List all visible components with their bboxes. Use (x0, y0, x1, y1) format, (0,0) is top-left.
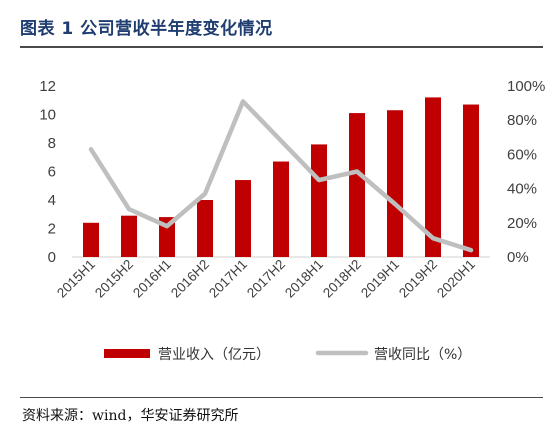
x-tick-label: 2019H2 (396, 257, 440, 301)
x-tick-label: 2020H1 (434, 257, 478, 301)
revenue-chart: 0 2 4 6 8 10 12 0% 20% 40% 60% 80% 100% 2015H12015H… (39, 78, 545, 363)
revenue-bar (349, 113, 365, 257)
x-tick-label: 2017H1 (206, 257, 250, 301)
right-tick-label: 60% (507, 146, 537, 163)
right-axis-ticks: 0% 20% 40% 60% 80% 100% (507, 78, 545, 266)
x-tick-label: 2015H1 (54, 257, 98, 301)
footer-divider (20, 397, 543, 398)
revenue-bar (273, 161, 289, 257)
x-tick-label: 2016H1 (130, 257, 174, 301)
source-note: 资料来源：wind，华安证券研究所 (22, 408, 239, 424)
x-tick-label: 2019H1 (358, 257, 402, 301)
right-tick-label: 40% (507, 181, 537, 198)
revenue-bar (121, 215, 137, 257)
x-tick-label: 2018H1 (282, 257, 326, 301)
revenue-bar (83, 222, 99, 257)
left-tick-label: 10 (39, 107, 56, 124)
left-tick-label: 8 (48, 135, 56, 152)
revenue-bar (463, 104, 479, 258)
legend: 营业收入（亿元） 营收同比（%） (104, 347, 471, 363)
left-tick-label: 0 (48, 249, 56, 266)
left-tick-label: 6 (48, 164, 56, 181)
legend-swatch-revenue (104, 349, 150, 358)
x-tick-label: 2016H2 (168, 257, 212, 301)
revenue-bar (387, 110, 403, 257)
revenue-bar (235, 180, 251, 257)
right-tick-label: 100% (507, 78, 545, 95)
x-tick-label: 2017H2 (244, 257, 288, 301)
x-axis-ticks: 2015H12015H22016H12016H22017H12017H22018… (54, 257, 478, 301)
revenue-bar (197, 200, 213, 257)
right-tick-label: 0% (507, 249, 529, 266)
left-tick-label: 2 (48, 221, 56, 238)
legend-label-yoy: 营收同比（%） (374, 347, 471, 363)
title-divider (20, 46, 543, 48)
revenue-bar (159, 217, 175, 257)
yoy-line (88, 99, 474, 253)
x-tick-label: 2015H2 (92, 257, 136, 301)
legend-label-revenue: 营业收入（亿元） (158, 347, 270, 363)
right-tick-label: 80% (507, 112, 537, 129)
chart-title: 图表 1 公司营收半年度变化情况 (20, 19, 273, 39)
left-axis-ticks: 0 2 4 6 8 10 12 (39, 78, 56, 266)
revenue-bar (425, 97, 441, 258)
x-tick-label: 2018H2 (320, 257, 364, 301)
revenue-bars (83, 97, 479, 258)
right-tick-label: 20% (507, 215, 537, 232)
left-tick-label: 12 (39, 78, 56, 95)
revenue-bar (311, 144, 327, 257)
left-tick-label: 4 (48, 192, 56, 209)
